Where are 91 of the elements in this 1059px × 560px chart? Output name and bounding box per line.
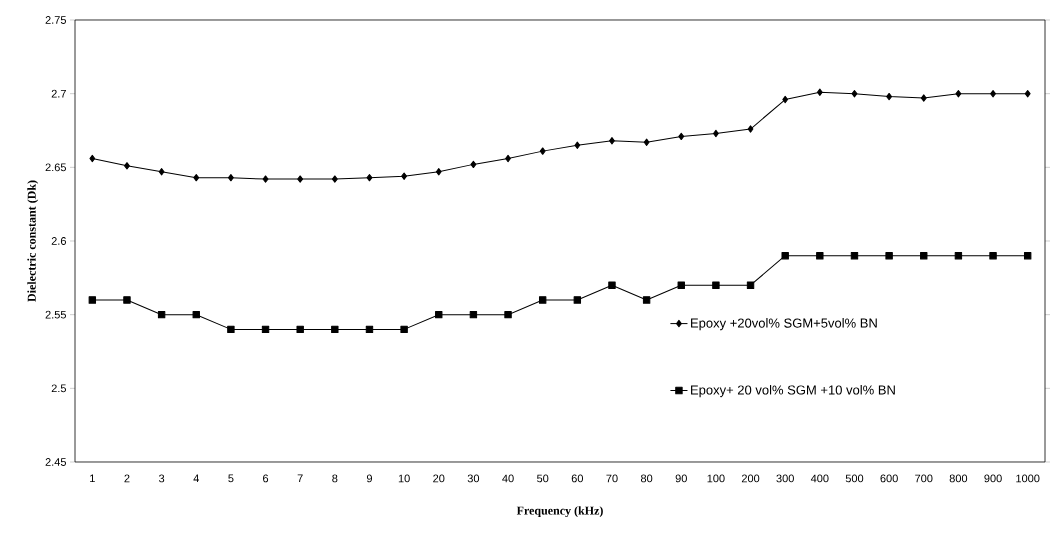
point xyxy=(747,125,754,133)
x-tick-label: 500 xyxy=(845,474,864,483)
point xyxy=(296,325,304,334)
y-tick-label: 2.7 xyxy=(51,89,66,98)
x-tick-label: 30 xyxy=(467,474,480,483)
point xyxy=(157,310,166,319)
point xyxy=(504,310,512,319)
x-tick-label: 400 xyxy=(810,474,829,483)
point xyxy=(365,325,374,334)
point xyxy=(297,175,304,183)
x-tick-label: 80 xyxy=(640,474,653,483)
x-tick-label: 300 xyxy=(776,474,794,483)
point xyxy=(816,252,824,260)
x-tick-label: 10 xyxy=(398,474,410,483)
point xyxy=(366,173,373,182)
x-tick-label: 200 xyxy=(741,474,760,483)
x-tick-label: 8 xyxy=(332,474,338,483)
point xyxy=(885,252,893,260)
point xyxy=(538,296,547,304)
point xyxy=(886,92,893,101)
point xyxy=(192,310,200,319)
x-tick-label: 9 xyxy=(366,474,373,483)
x-tick-label: 50 xyxy=(537,474,549,483)
legend-label: Epoxy+ 20 vol% SGM +10 vol% BN xyxy=(691,385,895,398)
point xyxy=(573,296,582,304)
point xyxy=(955,89,962,98)
point xyxy=(851,89,858,98)
point xyxy=(989,252,997,260)
point xyxy=(331,175,338,183)
point xyxy=(401,172,408,180)
x-tick-label: 2 xyxy=(124,474,130,483)
x-tick-label: 60 xyxy=(571,474,583,483)
point xyxy=(435,168,442,176)
x-axis-title: Frequency (kHz) xyxy=(516,506,603,518)
point xyxy=(193,173,200,182)
y-tick-label: 2.6 xyxy=(51,237,66,245)
point xyxy=(123,296,131,304)
point xyxy=(1024,89,1031,98)
x-tick-label: 600 xyxy=(880,474,898,483)
point xyxy=(435,310,443,319)
x-tick-label: 70 xyxy=(606,474,618,483)
point xyxy=(331,325,339,334)
x-tick-label: 700 xyxy=(915,474,933,483)
x-tick-label: 100 xyxy=(707,474,725,483)
point xyxy=(677,281,685,289)
point xyxy=(574,141,581,149)
point xyxy=(642,296,651,304)
y-tick-label: 2.55 xyxy=(45,310,66,319)
point xyxy=(262,175,269,183)
point xyxy=(608,281,616,289)
point xyxy=(158,168,165,176)
y-axis-title: Dielectric constant (Dk) xyxy=(27,180,39,302)
point xyxy=(781,252,789,260)
x-tick-label: 800 xyxy=(949,474,968,483)
point xyxy=(954,252,963,260)
point xyxy=(609,137,615,145)
point xyxy=(1023,252,1032,260)
point xyxy=(643,138,650,146)
point xyxy=(678,132,685,141)
point xyxy=(124,162,130,170)
x-tick-label: 900 xyxy=(984,474,1002,483)
x-tick-label: 4 xyxy=(193,474,199,483)
x-tick-label: 1 xyxy=(90,474,95,483)
point xyxy=(712,281,720,289)
y-tick-label: 2.45 xyxy=(45,458,66,466)
x-tick-label: 90 xyxy=(675,474,687,483)
x-tick-label: 40 xyxy=(502,474,514,483)
point xyxy=(816,88,823,96)
legend-label: Epoxy +20vol% SGM+5vol% BN xyxy=(691,318,877,331)
point xyxy=(470,160,477,169)
x-tick-label: 5 xyxy=(228,474,234,483)
point xyxy=(89,154,96,163)
x-tick-label: 3 xyxy=(158,474,165,483)
point xyxy=(88,296,97,304)
point xyxy=(746,281,755,289)
point xyxy=(227,325,235,334)
x-tick-label: 7 xyxy=(297,474,303,483)
y-tick-label: 2.65 xyxy=(45,163,66,172)
point xyxy=(920,252,928,260)
y-tick-label: 2.75 xyxy=(45,16,66,24)
x-tick-label: 6 xyxy=(263,474,269,483)
point xyxy=(400,325,408,334)
point xyxy=(261,325,270,334)
y-tick-label: 2.5 xyxy=(51,384,66,393)
x-tick-label: 1000 xyxy=(1016,474,1040,483)
point xyxy=(920,94,927,102)
point xyxy=(469,310,478,319)
point xyxy=(782,95,789,104)
point xyxy=(850,252,859,260)
x-tick-label: 20 xyxy=(433,474,445,483)
point xyxy=(539,147,546,155)
